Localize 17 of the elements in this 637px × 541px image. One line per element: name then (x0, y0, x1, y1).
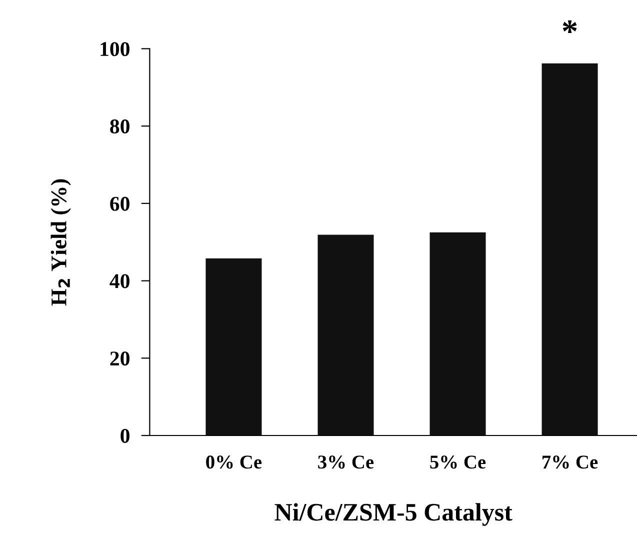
bar (542, 63, 598, 436)
bar (430, 232, 486, 436)
x-tick-label: 3% Ce (318, 456, 374, 469)
y-tick-label: 0 (120, 428, 130, 443)
y-tick-label: 100 (100, 42, 130, 56)
y-tick-label: 60 (110, 196, 130, 211)
x-axis-title: Ni/Ce/ZSM-5 Catalyst (274, 503, 512, 526)
y-tick-label: 20 (110, 352, 130, 366)
bar (206, 258, 262, 436)
x-tick-label: 7% Ce (542, 456, 598, 469)
annotation: * (562, 20, 577, 33)
x-tick-label: 5% Ce (430, 456, 486, 469)
y-axis-title: H$_{2}$ Yield (%) (50, 179, 71, 306)
y-tick-label: 40 (110, 274, 130, 288)
y-tick-label: 80 (110, 119, 130, 134)
x-tick-label: 0% Ce (206, 456, 262, 469)
bar (318, 234, 374, 436)
